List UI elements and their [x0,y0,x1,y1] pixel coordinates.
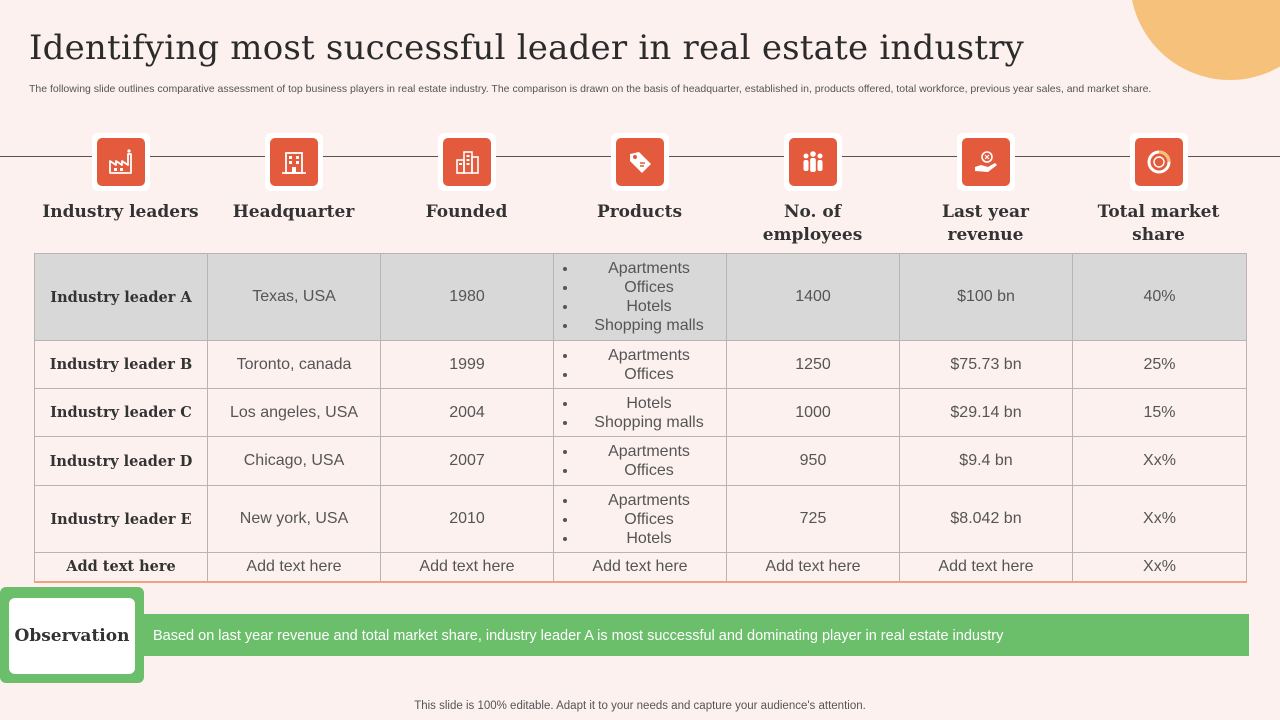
observation-text: Based on last year revenue and total mar… [153,628,1004,644]
column-icon-market-share [1130,133,1188,191]
headquarter-cell: New york, USA [207,485,381,553]
products-cell: Add text here [553,552,727,583]
product-item: Offices [578,365,720,384]
revenue-cell: Add text here [899,552,1073,583]
product-item: Hotels [578,529,720,548]
employees-cell: 1000 [726,388,900,437]
column-header-industry-leaders: Industry leaders [42,202,199,222]
market-share-cell: 25% [1072,340,1247,389]
market-share-cell: 40% [1072,253,1247,341]
office-building-icon [282,152,306,174]
column-icon-founded [438,133,496,191]
products-cell: Apartments Offices [553,340,727,389]
leader-name: Industry leader D [34,436,208,486]
revenue-cell: $8.042 bn [899,485,1073,553]
founded-cell: 2007 [380,436,554,486]
revenue-cell: $29.14 bn [899,388,1073,437]
page-subtitle: The following slide outlines comparative… [29,83,1152,95]
employees-cell: Add text here [726,552,900,583]
revenue-cell: $100 bn [899,253,1073,341]
product-item: Apartments [578,259,720,278]
products-cell: Apartments Offices Hotels Shopping malls [553,253,727,341]
market-share-cell: Xx% [1072,552,1247,583]
table-row: Industry leader D Chicago, USA 2007 Apar… [34,436,1247,486]
headquarter-cell: Los angeles, USA [207,388,381,437]
headquarter-cell: Add text here [207,552,381,583]
factory-icon [109,149,132,174]
column-icon-employees [784,133,842,191]
decorative-circle [1130,0,1280,80]
headquarter-cell: Toronto, canada [207,340,381,389]
market-share-cell: Xx% [1072,436,1247,486]
leader-name: Industry leader B [34,340,208,389]
hand-money-icon [975,151,997,172]
column-header-founded: Founded [425,202,508,222]
page-title: Identifying most successful leader in re… [29,28,1024,68]
observation-bar [138,614,1249,656]
footer-note: This slide is 100% editable. Adapt it to… [414,700,866,712]
product-item: Apartments [578,442,720,461]
column-icon-products [611,133,669,191]
leader-name: Add text here [34,552,208,583]
product-item: Offices [578,278,720,297]
market-share-cell: 15% [1072,388,1247,437]
product-item: Hotels [578,297,720,316]
revenue-cell: $9.4 bn [899,436,1073,486]
employees-cell: 725 [726,485,900,553]
product-item: Shopping malls [578,316,720,335]
column-header-employees: No. of employees [762,202,863,245]
employees-cell: 1400 [726,253,900,341]
table-row: Industry leader B Toronto, canada 1999 A… [34,340,1247,389]
leader-name: Industry leader C [34,388,208,437]
founded-cell: 2004 [380,388,554,437]
column-icon-headquarter [265,133,323,191]
table-row: Industry leader A Texas, USA 1980 Apartm… [34,253,1247,341]
leader-name: Industry leader E [34,485,208,553]
market-share-cell: Xx% [1072,485,1247,553]
employees-cell: 950 [726,436,900,486]
founded-cell: 1999 [380,340,554,389]
column-icon-industry-leaders [92,133,150,191]
column-header-market-share: Total market share [1097,202,1220,245]
founded-cell: 1980 [380,253,554,341]
product-item: Apartments [578,491,720,510]
founded-cell: Add text here [380,552,554,583]
product-item: Offices [578,461,720,480]
headquarter-cell: Chicago, USA [207,436,381,486]
column-header-revenue: Last year revenue [942,202,1029,245]
product-item: Hotels [578,394,720,413]
price-tag-icon [630,152,651,173]
column-header-headquarter: Headquarter [232,202,355,222]
city-buildings-icon [456,151,479,174]
column-header-products: Products [596,202,683,222]
table-row: Industry leader C Los angeles, USA 2004 … [34,388,1247,437]
headquarter-cell: Texas, USA [207,253,381,341]
product-item: Shopping malls [578,413,720,432]
column-icon-revenue [957,133,1015,191]
product-item: Offices [578,510,720,529]
employees-cell: 1250 [726,340,900,389]
people-group-icon [803,151,823,172]
donut-chart-icon [1147,150,1171,174]
founded-cell: 2010 [380,485,554,553]
products-cell: Apartments Offices [553,436,727,486]
observation-label: Observation [9,598,135,674]
revenue-cell: $75.73 bn [899,340,1073,389]
leader-name: Industry leader A [34,253,208,341]
table-row: Add text here Add text here Add text her… [34,552,1247,583]
products-cell: Apartments Offices Hotels [553,485,727,553]
products-cell: Hotels Shopping malls [553,388,727,437]
comparison-table: Industry leader A Texas, USA 1980 Apartm… [34,253,1247,583]
product-item: Apartments [578,346,720,365]
table-row: Industry leader E New york, USA 2010 Apa… [34,485,1247,553]
